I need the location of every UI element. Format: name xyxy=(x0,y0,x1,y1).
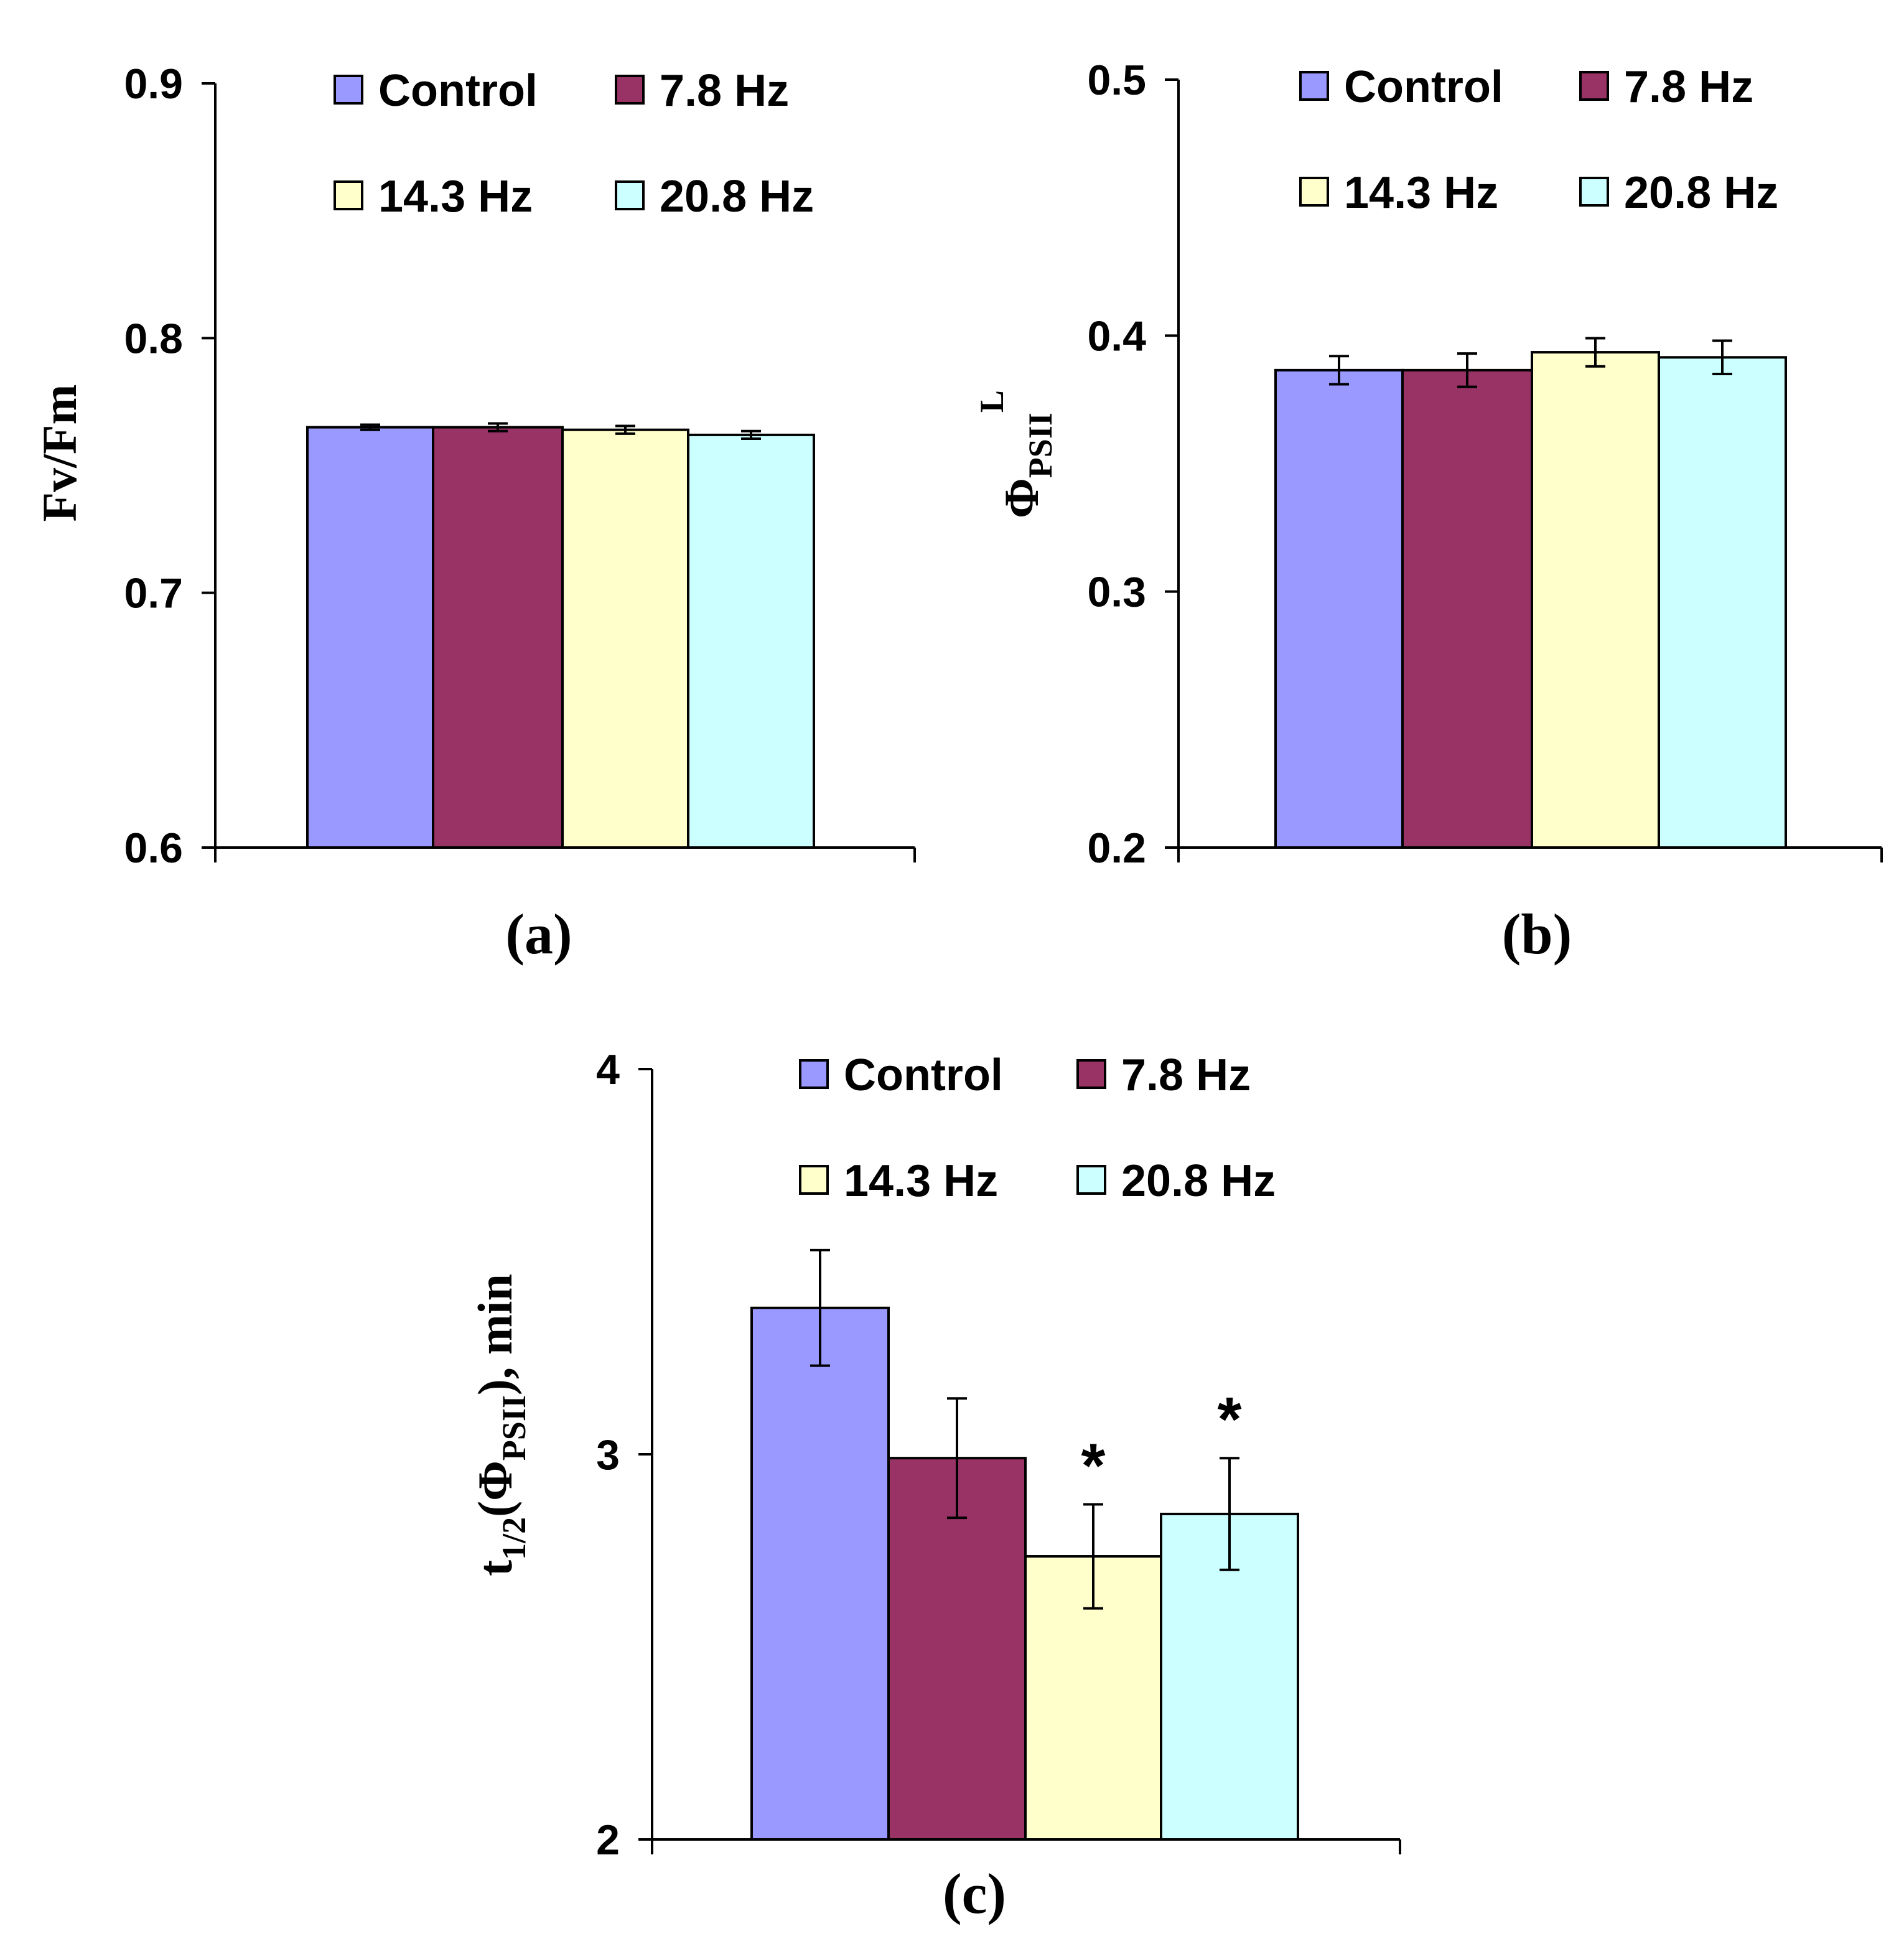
panel-a-legend-swatch-14-3-hz xyxy=(334,180,363,210)
panel-c-y-tick-label-4: 4 xyxy=(596,1046,620,1093)
panel-c-y-label-sub1: 1/2 xyxy=(495,1517,533,1560)
panel-b-legend-label-7-8-hz: 7.8 Hz xyxy=(1624,62,1753,112)
panel-a-legend: Control 7.8 Hz 14.3 Hz 20.8 Hz xyxy=(334,66,814,222)
panel-b-legend-swatch-14-3-hz xyxy=(1299,177,1329,207)
panel-b-label: (b) xyxy=(1502,902,1572,966)
panel-a-legend-swatch-7-8-hz xyxy=(615,75,645,105)
panel-a-axes xyxy=(214,83,916,862)
panel-b-error-bars xyxy=(1329,337,1732,388)
panel-b-legend-label-control: Control xyxy=(1344,62,1503,112)
panel-a-bar-14-3-hz xyxy=(561,428,689,849)
panel-a-legend-label-control: Control xyxy=(378,66,538,116)
panel-c-bars xyxy=(750,1306,1299,1841)
panel-a-y-tick-label-0-7: 0.7 xyxy=(124,570,183,617)
panel-a-legend-swatch-20-8-hz xyxy=(615,180,645,210)
panel-c-y-tick-label-2: 2 xyxy=(596,1816,620,1864)
panel-b: 0.2 0.3 0.4 0.5 Control 7.8 Hz 14.3 Hz 20.8 Hz… xyxy=(973,57,1883,966)
panel-a-legend-label-20-8-hz: 20.8 Hz xyxy=(660,172,814,222)
panel-b-y-ticks: 0.2 0.3 0.4 0.5 xyxy=(1087,57,1178,872)
panel-c-legend-swatch-control xyxy=(799,1059,829,1089)
panel-c-label: (c) xyxy=(943,1862,1006,1925)
panel-a-bar-control xyxy=(306,426,434,849)
panel-c-legend-swatch-14-3-hz xyxy=(799,1165,829,1195)
panel-b-bar-14-3-hz xyxy=(1531,351,1660,849)
panel-c-legend: Control 7.8 Hz 14.3 Hz 20.8 Hz xyxy=(799,1050,1276,1206)
panel-a-y-axis-label: Fv/Fm xyxy=(32,385,86,522)
panel-b-bar-control xyxy=(1274,368,1404,849)
panel-b-axes xyxy=(1177,80,1883,862)
panel-a-error-bars xyxy=(360,422,761,441)
panel-b-bar-20-8-hz xyxy=(1658,356,1787,849)
panel-a: 0.6 0.7 0.8 0.9 Control 7.8 Hz 14.3 Hz 20.8 Hz… xyxy=(32,60,916,966)
panel-c-significance-20-8-hz: * xyxy=(1218,1385,1242,1454)
panel-c-legend-swatch-7-8-hz xyxy=(1076,1059,1106,1089)
panel-c-y-axis-label: t1/2(ΦPSII), min xyxy=(468,1274,533,1576)
panel-b-legend-label-20-8-hz: 20.8 Hz xyxy=(1624,168,1778,218)
panel-b-legend-swatch-control xyxy=(1299,71,1329,101)
panel-a-y-ticks: 0.6 0.7 0.8 0.9 xyxy=(124,60,215,872)
panel-b-bars xyxy=(1274,351,1787,849)
panel-a-bars xyxy=(306,426,815,849)
panel-c-y-label-post: ), min xyxy=(468,1274,522,1395)
panel-a-bar-7-8-hz xyxy=(432,426,564,849)
panel-b-y-axis-label: ΦPSII L xyxy=(973,390,1059,518)
panel-c-significance-14-3-hz: * xyxy=(1081,1431,1106,1500)
panel-c-legend-label-control: Control xyxy=(844,1050,1003,1100)
panel-b-bar-7-8-hz xyxy=(1401,368,1533,849)
panel-a-legend-label-7-8-hz: 7.8 Hz xyxy=(660,66,789,116)
panel-b-legend-label-14-3-hz: 14.3 Hz xyxy=(1344,168,1498,218)
panel-a-y-tick-label-0-9: 0.9 xyxy=(124,60,183,108)
panel-c-legend-label-14-3-hz: 14.3 Hz xyxy=(844,1156,998,1206)
panel-c-error-bars xyxy=(810,1248,1239,1610)
panel-c-bar-7-8-hz xyxy=(887,1457,1027,1841)
panel-a-y-tick-label-0-6: 0.6 xyxy=(124,825,183,872)
panel-a-legend-label-14-3-hz: 14.3 Hz xyxy=(378,172,533,222)
panel-c-y-label-sub2: PSII xyxy=(495,1395,533,1460)
panel-a-y-tick-label-0-8: 0.8 xyxy=(124,315,183,362)
panel-b-y-label-sub: PSII xyxy=(1022,413,1059,478)
panel-c-legend-label-7-8-hz: 7.8 Hz xyxy=(1121,1050,1251,1100)
panel-b-y-label-base: Φ xyxy=(994,478,1048,518)
panel-b-y-tick-label-0-4: 0.4 xyxy=(1087,312,1146,360)
panel-b-legend: Control 7.8 Hz 14.3 Hz 20.8 Hz xyxy=(1299,62,1778,218)
panel-c-y-label-mid: (Φ xyxy=(468,1460,522,1517)
panel-c-y-tick-label-3: 3 xyxy=(596,1431,620,1479)
panel-b-y-label-sup: L xyxy=(973,390,1010,413)
panel-c-bar-control xyxy=(750,1306,890,1841)
panel-b-legend-swatch-20-8-hz xyxy=(1579,177,1609,207)
panel-a-legend-swatch-control xyxy=(334,75,363,105)
panel-c-legend-swatch-20-8-hz xyxy=(1076,1165,1106,1195)
panel-b-y-tick-label-0-5: 0.5 xyxy=(1087,57,1146,104)
panel-b-legend-swatch-7-8-hz xyxy=(1579,71,1609,101)
panel-b-y-tick-label-0-3: 0.3 xyxy=(1087,569,1146,616)
panel-c-y-label-t: t xyxy=(468,1560,522,1576)
panel-b-y-tick-label-0-2: 0.2 xyxy=(1087,825,1146,872)
panel-c-y-ticks: 2 3 4 xyxy=(596,1046,652,1864)
panel-c-annotations: ** xyxy=(1081,1385,1242,1500)
panel-c-legend-label-20-8-hz: 20.8 Hz xyxy=(1121,1156,1276,1206)
panel-a-bar-20-8-hz xyxy=(687,433,815,849)
panel-a-label: (a) xyxy=(505,902,572,966)
